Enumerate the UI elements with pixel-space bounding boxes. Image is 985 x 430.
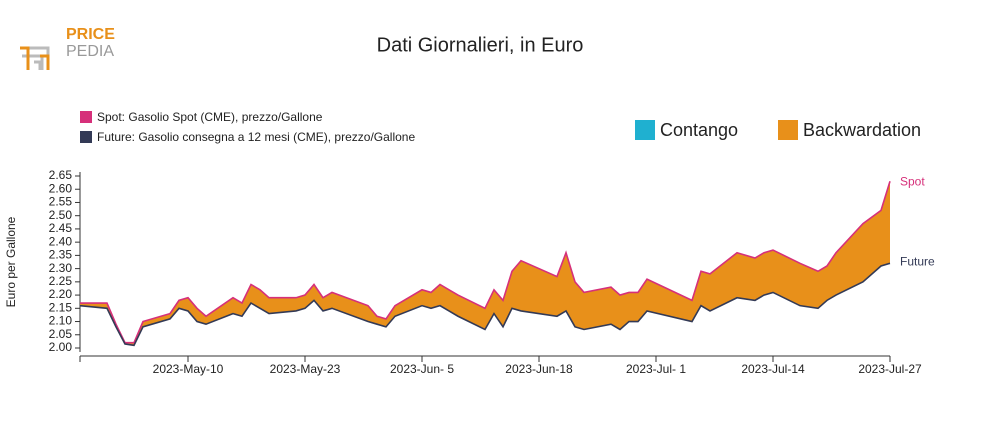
area-legend-swatch — [778, 120, 798, 140]
y-tick-label: 2.20 — [49, 287, 73, 301]
x-tick-label: 2023-Jul- 1 — [626, 362, 686, 376]
logo-top: PRICE — [66, 26, 115, 43]
x-tick-label: 2023-Jul-27 — [858, 362, 922, 376]
legend-label: Future: Gasolio consegna a 12 mesi (CME)… — [97, 130, 415, 144]
y-tick-label: 2.60 — [49, 181, 73, 195]
chart-title: Dati Giornalieri, in Euro — [377, 34, 584, 56]
y-tick-label: 2.15 — [49, 300, 73, 314]
legend-swatch — [80, 131, 92, 143]
y-tick-label: 2.30 — [49, 261, 73, 275]
y-tick-label: 2.25 — [49, 274, 73, 288]
area-legend-label: Contango — [660, 120, 738, 140]
y-tick-label: 2.50 — [49, 208, 73, 222]
x-tick-label: 2023-Jun- 5 — [390, 362, 454, 376]
y-tick-label: 2.35 — [49, 248, 73, 262]
logo: PRICE PEDIA — [20, 26, 115, 70]
series-end-label: Spot — [900, 174, 925, 188]
x-tick-label: 2023-May-23 — [270, 362, 341, 376]
area-legend-swatch — [635, 120, 655, 140]
legend-swatch — [80, 111, 92, 123]
backwardation-area — [80, 181, 890, 346]
series-line — [79, 262, 891, 347]
legend-label: Spot: Gasolio Spot (CME), prezzo/Gallone — [97, 110, 323, 124]
y-tick-label: 2.00 — [49, 340, 73, 354]
y-tick-label: 2.05 — [49, 327, 73, 341]
y-tick-label: 2.40 — [49, 234, 73, 248]
y-axis-label: Euro per Gallone — [4, 216, 18, 307]
x-tick-label: 2023-Jun-18 — [505, 362, 573, 376]
series-line — [80, 181, 891, 344]
y-tick-label: 2.10 — [49, 314, 73, 328]
series-end-label: Future — [900, 254, 935, 268]
logo-bottom: PEDIA — [66, 43, 114, 60]
y-tick-label: 2.45 — [49, 221, 73, 235]
y-tick-label: 2.55 — [49, 195, 73, 209]
area-legend-label: Backwardation — [803, 120, 921, 140]
x-tick-label: 2023-Jul-14 — [741, 362, 805, 376]
y-tick-label: 2.65 — [49, 168, 73, 182]
x-tick-label: 2023-May-10 — [153, 362, 224, 376]
